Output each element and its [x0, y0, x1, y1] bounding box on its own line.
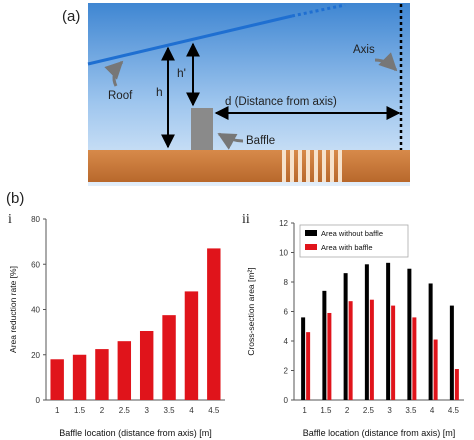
- chart-i-y-tick-label: 60: [31, 260, 40, 269]
- chart-i-x-tick-label: 2.5: [119, 406, 131, 415]
- chart-ii-x-tick-label: 1: [302, 406, 307, 415]
- chart-i-x-tick-label: 3.5: [164, 406, 176, 415]
- chart-ii-bar-without-baffle: [428, 283, 433, 400]
- baffle: [191, 108, 213, 150]
- chart-ii-x-tick-label: 3.5: [405, 406, 417, 415]
- chart-ii-y-tick-label: 2: [284, 367, 289, 376]
- chart-i-y-tick-label: 0: [36, 396, 41, 405]
- h-label: h: [156, 85, 163, 99]
- chart-ii-y-tick-label: 12: [279, 219, 288, 228]
- chart-i-x-tick-label: 1: [55, 406, 60, 415]
- chart-i-bar: [117, 341, 132, 400]
- chart-ii-x-tick-label: 2.5: [363, 406, 375, 415]
- chart-i-x-tick-label: 3: [144, 406, 149, 415]
- panel-a-label: (a): [62, 8, 81, 25]
- chart-ii-x-tick-label: 1.5: [320, 406, 332, 415]
- subpanel-ii-label: ii: [242, 212, 250, 227]
- chart-ii-bar-without-baffle: [449, 305, 454, 400]
- roof-label: Roof: [108, 90, 133, 102]
- roof-line: [87, 14, 293, 66]
- panel-b-label: (b): [6, 190, 25, 207]
- chart-ii-x-tick-label: 4: [430, 406, 435, 415]
- chart-area-reduction-rate: 0 20 40 60 80 Baffle location (distance from …: [8, 215, 225, 438]
- chart-i-bar: [95, 349, 109, 400]
- chart-i-y-tick-label: 40: [31, 306, 40, 315]
- chart-i-bar: [184, 291, 199, 400]
- chart-ii-y-tick-label: 0: [284, 396, 289, 405]
- chart-ii-bar-without-baffle: [301, 317, 306, 400]
- chart-ii-x-tick-label: 2: [345, 406, 350, 415]
- chart-ii-x-axis-label: Baffle location (distance from axis) [m]: [303, 428, 455, 438]
- chart-i-bar: [162, 315, 176, 400]
- chart-ii-bar-with-baffle: [433, 339, 438, 400]
- chart-i-x-tick-label: 1.5: [74, 406, 86, 415]
- chart-ii-x-tick-label: 4.5: [448, 406, 460, 415]
- axis-label: Axis: [353, 44, 375, 56]
- schematic-diagram: [87, 3, 410, 186]
- chart-ii-legend-swatch: [305, 244, 317, 250]
- chart-ii-bar-without-baffle: [322, 290, 327, 400]
- chart-i-x-axis-label: Baffle location (distance from axis) [m]: [59, 428, 211, 438]
- roof-pointer-arrow: [104, 60, 124, 87]
- chart-ii-bar-with-baffle: [454, 369, 459, 400]
- distance-label: d (Distance from axis): [225, 96, 337, 108]
- axis-pointer-arrow: [374, 52, 398, 72]
- chart-ii-y-tick-label: 8: [284, 278, 289, 287]
- h-prime-label: h': [177, 66, 186, 80]
- chart-i-bar: [207, 248, 221, 400]
- chart-ii-y-tick-label: 4: [284, 337, 289, 346]
- chart-ii-legend-label: Area with baffle: [321, 243, 373, 252]
- chart-i-bar: [50, 359, 64, 400]
- baffle-label: Baffle: [246, 135, 276, 147]
- chart-i-x-tick-label: 2: [100, 406, 105, 415]
- chart-i-bar: [72, 354, 87, 400]
- chart-ii-bar-without-baffle: [407, 268, 412, 400]
- chart-i-y-tick-label: 80: [31, 215, 40, 224]
- chart-i-x-tick-label: 4.5: [208, 406, 220, 415]
- chart-ii-bar-without-baffle: [343, 273, 348, 400]
- chart-ii-legend: Area without baffle Area with baffle: [299, 224, 409, 258]
- chart-ii-bar-without-baffle: [386, 262, 391, 400]
- chart-ii-bar-with-baffle: [306, 332, 311, 400]
- chart-ii-bar-with-baffle: [369, 299, 374, 400]
- chart-ii-x-tick-label: 3: [387, 406, 392, 415]
- chart-i-bar: [139, 330, 154, 400]
- chart-i-x-tick-label: 4: [189, 406, 194, 415]
- chart-ii-bar-without-baffle: [364, 264, 369, 400]
- chart-ii-y-axis-label: Cross-section area [m²]: [246, 267, 256, 355]
- chart-i-y-axis-label: Area reduction rate [%]: [8, 266, 18, 353]
- ground-grate: [282, 150, 342, 182]
- chart-ii-bar-with-baffle: [327, 312, 332, 400]
- chart-ii-y-tick-label: 6: [284, 308, 289, 317]
- chart-ii-bar-with-baffle: [391, 305, 396, 400]
- ground-strip: [88, 150, 410, 182]
- chart-i-y-tick-label: 20: [31, 351, 40, 360]
- subpanel-i-label: i: [8, 212, 12, 227]
- baffle-pointer-arrow: [217, 132, 244, 150]
- chart-ii-bar-with-baffle: [412, 317, 417, 400]
- chart-ii-legend-swatch: [305, 230, 317, 236]
- chart-ii-legend-box: [299, 224, 409, 258]
- chart-ii-bar-with-baffle: [348, 301, 353, 400]
- chart-ii-legend-label: Area without baffle: [321, 229, 383, 238]
- chart-ii-y-tick-label: 10: [279, 249, 288, 258]
